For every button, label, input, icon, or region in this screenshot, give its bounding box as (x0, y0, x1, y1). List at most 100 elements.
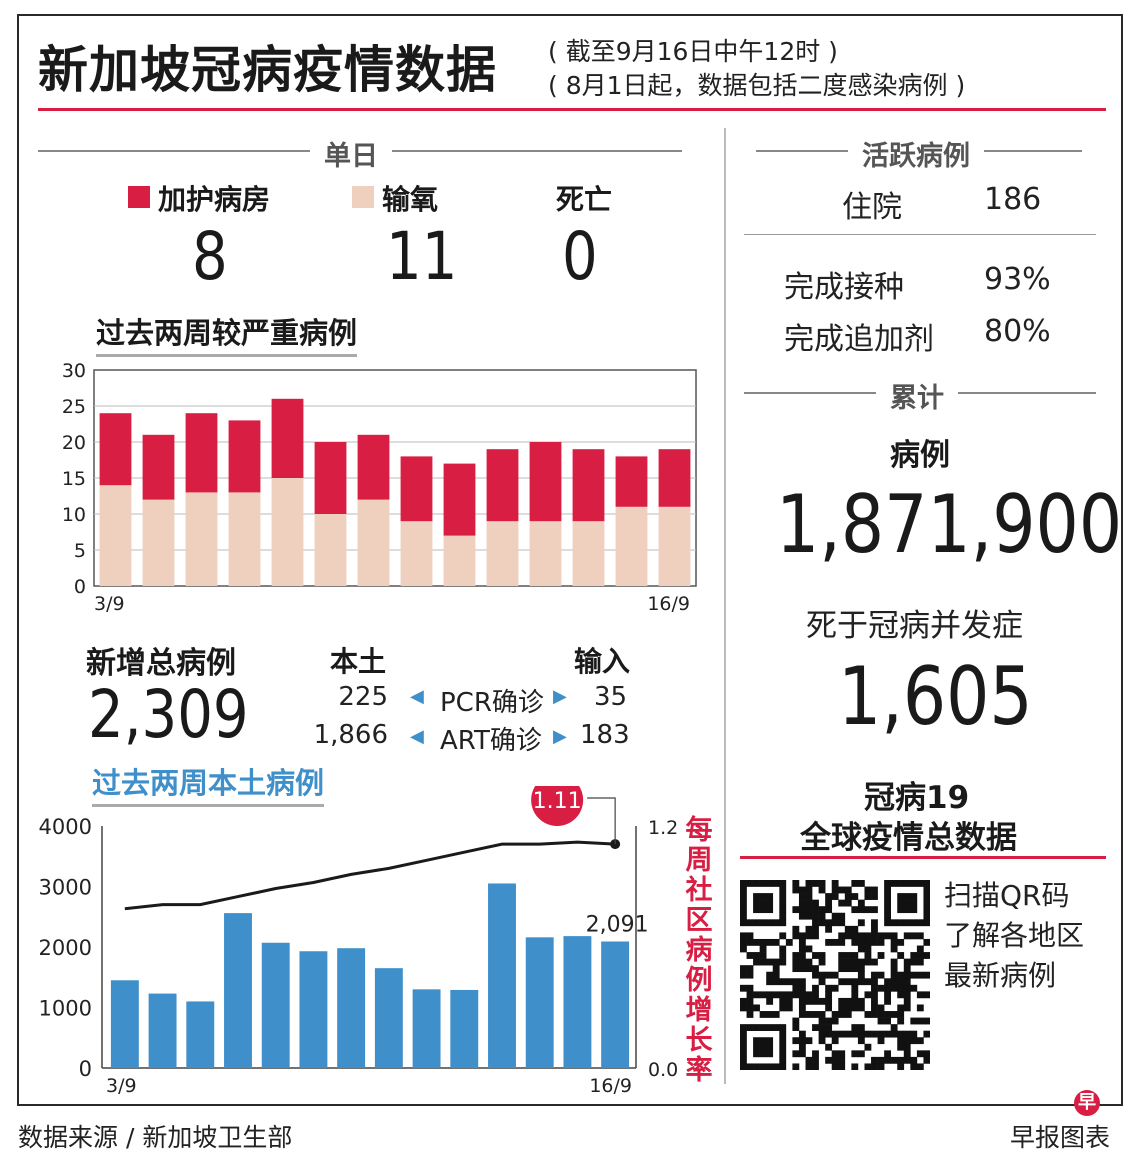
qr-module (740, 932, 747, 940)
qr-module (871, 997, 878, 1005)
qr-module (812, 965, 819, 973)
local-case-bar (412, 989, 441, 1068)
qr-module (831, 1037, 839, 1045)
qr-module (812, 952, 819, 959)
qr-module (818, 1024, 826, 1031)
qr-module (903, 971, 911, 979)
qr-module (910, 1056, 918, 1064)
qr-module (798, 978, 806, 986)
oxygen-value: 11 (386, 218, 458, 295)
qr-module (903, 1050, 911, 1058)
page-title: 新加坡冠病疫情数据 (38, 41, 497, 99)
qr-module (779, 932, 787, 940)
hospitalised-value: 186 (984, 182, 1042, 217)
qr-module (740, 945, 747, 953)
qr-module (798, 984, 806, 992)
qr-module (838, 958, 846, 966)
qr-module (812, 1056, 819, 1064)
qr-module (766, 938, 774, 946)
qr-module (857, 978, 865, 986)
local-case-bar (525, 937, 554, 1068)
qr-module (759, 1050, 767, 1058)
global-divider (740, 856, 1106, 859)
qr-module (871, 978, 878, 986)
qr-module (766, 997, 774, 1005)
qr-module (897, 1017, 905, 1025)
qr-module (884, 1050, 891, 1058)
qr-module (923, 1056, 930, 1064)
qr-module (772, 938, 780, 946)
qr-module (818, 958, 826, 966)
qr-module (740, 886, 747, 894)
y-tick-label: 4000 (39, 815, 92, 839)
qr-code[interactable] (740, 880, 930, 1070)
callout-bubble (531, 786, 584, 826)
qr-module (864, 1043, 872, 1051)
qr-module (779, 958, 787, 966)
qr-module (772, 965, 780, 973)
qr-module (903, 1056, 911, 1064)
qr-module (890, 958, 898, 966)
qr-module (812, 1024, 819, 1031)
qr-module (759, 1011, 767, 1018)
qr-module (831, 984, 839, 992)
qr-module (766, 978, 774, 986)
qr-module (805, 945, 813, 953)
qr-module (798, 952, 806, 959)
oxygen-legend-swatch (352, 186, 374, 208)
qr-module (903, 965, 911, 973)
qr-module (844, 925, 852, 933)
oxygen-bar (271, 478, 304, 586)
qr-module (923, 899, 930, 907)
qr-module (857, 965, 865, 973)
qr-module (910, 880, 918, 887)
qr-module (844, 1030, 852, 1038)
qr-module (910, 932, 918, 940)
local-cases-chart: 0 1000 2000 3000 4000 1.2 0.0 2,091 1.11 3/9 16/9 (39, 786, 678, 1097)
daily-heading: 单日 (310, 134, 392, 173)
qr-module (798, 991, 806, 999)
qr-module (766, 1050, 774, 1058)
qr-module (772, 958, 780, 966)
icu-bar (615, 456, 648, 507)
qr-module (844, 899, 852, 907)
qr-module (851, 1030, 859, 1038)
qr-module (923, 1030, 930, 1038)
qr-module (753, 991, 760, 999)
qr-module (884, 899, 891, 907)
qr-module (812, 932, 819, 940)
oxygen-bar (572, 521, 605, 586)
qr-module (740, 880, 747, 887)
qr-module (857, 880, 865, 887)
art-local-value: 1,866 (313, 720, 388, 750)
qr-module (844, 1011, 852, 1018)
cumulative-heading: 累计 (876, 376, 958, 415)
qr-module (740, 1063, 747, 1070)
qr-module (825, 925, 833, 933)
zaobao-logo-icon: 早 (1074, 1090, 1100, 1116)
qr-module (792, 925, 800, 933)
icu-bar (142, 434, 175, 500)
pcr-label: PCR确诊 (440, 688, 544, 718)
qr-module (890, 978, 898, 986)
qr-module (792, 1050, 800, 1058)
qr-module (884, 978, 891, 986)
qr-module (903, 880, 911, 887)
qr-module (812, 906, 819, 914)
qr-module (897, 978, 905, 986)
qr-module (772, 919, 780, 927)
qr-module (877, 1004, 885, 1012)
qr-module (740, 984, 747, 992)
qr-module (766, 1037, 774, 1045)
qr-module (890, 932, 898, 940)
qr-module (766, 899, 774, 907)
qr-module (903, 997, 911, 1005)
qr-module (805, 912, 813, 920)
qr-module (746, 991, 754, 999)
local-case-bar (110, 980, 139, 1068)
qr-module (838, 886, 846, 894)
active-heading: 活跃病例 (848, 134, 984, 173)
qr-module (740, 938, 747, 946)
qr-module (779, 899, 787, 907)
y-tick-label: 1000 (39, 997, 92, 1021)
